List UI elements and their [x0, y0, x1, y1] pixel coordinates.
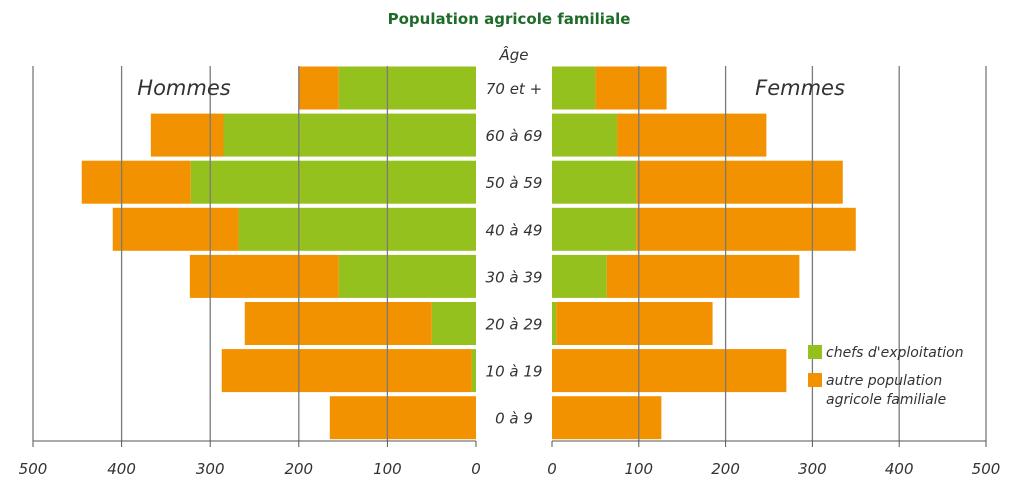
bar-femmes-chefs — [552, 66, 596, 110]
legend-swatch-chefs — [808, 345, 822, 359]
category-label: 30 à 39 — [486, 268, 543, 286]
legend-swatch-autre — [808, 373, 822, 387]
tick-label: 0 — [547, 460, 557, 478]
bar-femmes-autre — [595, 66, 667, 110]
grid-layer — [32, 66, 987, 441]
tick-label: 500 — [972, 460, 1001, 478]
bar-femmes-autre — [636, 160, 843, 204]
bar-femmes-chefs — [552, 302, 557, 345]
bar-hommes-chefs — [471, 349, 476, 393]
bar-hommes-autre — [244, 302, 432, 345]
side-label-femmes: Femmes — [755, 76, 845, 100]
tick-label: 400 — [107, 460, 136, 478]
tick-label: 300 — [798, 460, 827, 478]
legend: chefs d'exploitation autre population agri… — [808, 345, 964, 408]
bar-hommes-chefs — [238, 207, 476, 251]
category-label: 50 à 59 — [486, 174, 543, 192]
legend-label: chefs d'exploitation — [826, 345, 964, 361]
bar-hommes-chefs — [338, 254, 476, 298]
bar-hommes-chefs — [190, 160, 476, 204]
tick-label: 400 — [885, 460, 914, 478]
tick-label: 200 — [711, 460, 740, 478]
bar-femmes-autre — [556, 302, 713, 345]
tick-label: 300 — [196, 460, 225, 478]
category-label: 70 et + — [486, 80, 542, 98]
bar-hommes-chefs — [338, 66, 476, 110]
chart-title: Population agricole familiale — [388, 10, 631, 28]
bar-hommes-autre — [189, 254, 339, 298]
tick-label: 500 — [19, 460, 48, 478]
bar-hommes-autre — [329, 396, 476, 440]
bar-femmes-autre — [617, 113, 767, 157]
bar-femmes-chefs — [552, 207, 637, 251]
bars-layer — [81, 66, 856, 440]
category-label: 20 à 29 — [486, 316, 543, 334]
bar-hommes-autre — [221, 349, 472, 393]
axis-layer — [32, 440, 987, 447]
tick-label: 100 — [373, 460, 402, 478]
bar-femmes-chefs — [552, 254, 607, 298]
legend-label: agricole familiale — [826, 392, 946, 408]
tick-label: 200 — [284, 460, 313, 478]
legend-label: autre population — [826, 373, 942, 389]
bar-femmes-chefs — [552, 160, 637, 204]
bar-femmes-autre — [552, 396, 662, 440]
bar-hommes-autre — [81, 160, 191, 204]
category-label: 60 à 69 — [486, 127, 543, 145]
category-label: 0 à 9 — [495, 410, 533, 428]
bar-hommes-autre — [150, 113, 224, 157]
labels-layer: 500 400 300 200 100 0 Hommes 0 100 200 300 400 500 Fe… — [19, 76, 1001, 478]
bar-femmes-autre — [636, 207, 856, 251]
bar-hommes-chefs — [223, 113, 476, 157]
bar-femmes-autre — [606, 254, 800, 298]
category-label: 10 à 19 — [486, 363, 543, 381]
bar-hommes-autre — [298, 66, 339, 110]
tick-label: 0 — [471, 460, 481, 478]
bar-hommes-chefs — [431, 302, 476, 345]
side-label-hommes: Hommes — [137, 76, 230, 100]
tick-label: 100 — [624, 460, 653, 478]
bar-femmes-autre — [552, 349, 787, 393]
category-axis-label: Âge — [498, 45, 528, 64]
bar-hommes-autre — [112, 207, 239, 251]
bar-femmes-chefs — [552, 113, 618, 157]
category-label: 40 à 49 — [486, 221, 543, 239]
